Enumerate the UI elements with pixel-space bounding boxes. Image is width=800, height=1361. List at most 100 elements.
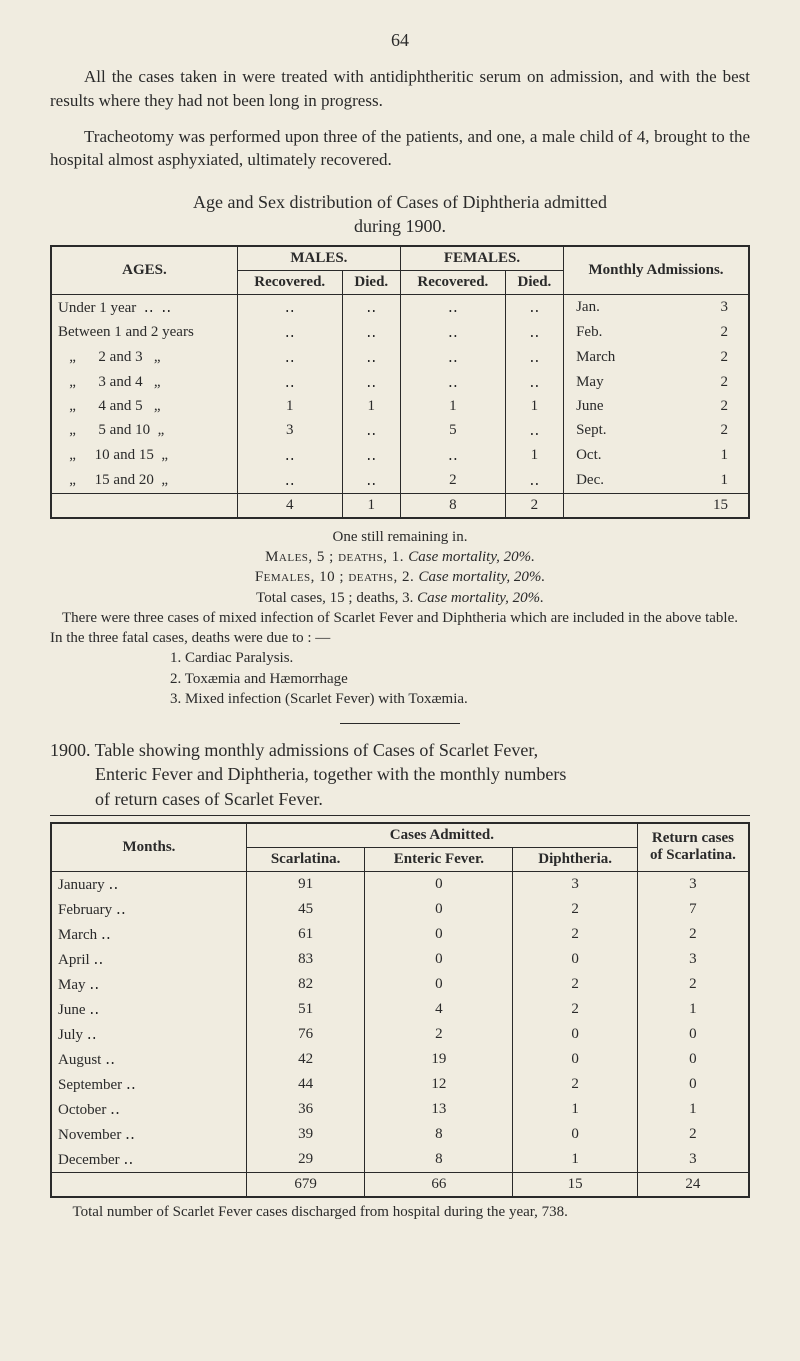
month-label: January ‥ [51,871,246,897]
table-row: June ‥51421 [51,997,749,1022]
cell: 42 [246,1047,364,1072]
hdr-monthly: Monthly Admissions. [564,246,749,295]
note-li2: 2. Toxæmia and Hæmorrhage [50,669,750,689]
table-row: April ‥83003 [51,947,749,972]
heading2-rule [50,815,750,816]
cell: 45 [246,897,364,922]
cell: ‥ [342,345,400,370]
cell: 19 [365,1047,513,1072]
tbl1-total-mr: 4 [237,493,342,518]
hdr-diphtheria: Diphtheria. [513,847,637,871]
cell: 0 [637,1072,749,1097]
footnote: Total number of Scarlet Fever cases disc… [50,1204,750,1221]
table-row: „ 2 and 3 „‥‥‥‥March2 [51,345,749,370]
month-label: June ‥ [51,997,246,1022]
note-li3: 3. Mixed infection (Scarlet Fever) with … [50,689,750,709]
table-row: Under 1 year ‥ ‥‥‥‥‥Jan.3 [51,294,749,320]
hdr-return: Return cases of Scarlatina. [637,823,749,872]
table-row: July ‥76200 [51,1022,749,1047]
note-li1: 1. Cardiac Paralysis. [50,648,750,668]
cell: 2 [513,1072,637,1097]
cell: ‥ [237,345,342,370]
row-label: Under 1 year ‥ ‥ [51,294,237,320]
table2-heading: 1900. Table showing monthly admissions o… [50,738,750,811]
cell: ‥ [400,443,505,468]
cell: ‥ [342,320,400,345]
cell: 2 [513,897,637,922]
cell: 1 [637,997,749,1022]
table-row: October ‥361311 [51,1097,749,1122]
note-line2a: Males, 5 ; deaths, 1. [265,549,408,565]
hdr-enteric: Enteric Fever. [365,847,513,871]
table1-heading: Age and Sex distribution of Cases of Dip… [50,190,750,239]
month-label: March ‥ [51,922,246,947]
cell: 5 [400,418,505,443]
cell: 0 [365,947,513,972]
tbl1-total-md: 1 [342,493,400,518]
cell: 8 [365,1147,513,1173]
cell: 1 [400,395,505,418]
cell: 39 [246,1122,364,1147]
cell: ‥ [400,345,505,370]
cell: ‥ [505,370,563,395]
cell: ‥ [342,418,400,443]
row-label: Between 1 and 2 years [51,320,237,345]
cell: 2 [637,922,749,947]
cell: 3 [513,871,637,897]
month-cell: Jan.3 [564,294,749,320]
cell: ‥ [400,294,505,320]
tbl2-total-r: 24 [637,1172,749,1197]
cell: ‥ [505,468,563,494]
table-row: „ 10 and 15 „‥‥‥1Oct.1 [51,443,749,468]
row-label: „ 4 and 5 „ [51,395,237,418]
cell: 0 [365,972,513,997]
tbl2-total-d: 15 [513,1172,637,1197]
cell: ‥ [342,294,400,320]
note-line3: Females, 10 ; deaths, 2. Case mortality,… [50,567,750,587]
cell: 83 [246,947,364,972]
row-label: „ 5 and 10 „ [51,418,237,443]
cell: 2 [637,972,749,997]
table1-heading-line1: Age and Sex distribution of Cases of Dip… [193,192,607,212]
note-line4b: Case mortality, 20%. [417,590,544,606]
cell: ‥ [237,468,342,494]
page: 64 All the cases taken in were treated w… [0,0,800,1261]
table-row: „ 5 and 10 „3‥5‥Sept.2 [51,418,749,443]
month-cell: Sept.2 [564,418,749,443]
table-row: „ 4 and 5 „1111June2 [51,395,749,418]
cell: ‥ [505,418,563,443]
month-cell: Feb.2 [564,320,749,345]
cell: 91 [246,871,364,897]
cell: 1 [513,1097,637,1122]
month-label: October ‥ [51,1097,246,1122]
row-label: „ 3 and 4 „ [51,370,237,395]
note-line3a: Females, 10 ; deaths, 2. [255,569,419,585]
hdr-m-died: Died. [342,270,400,294]
cell: 1 [637,1097,749,1122]
hdr-f-died: Died. [505,270,563,294]
cell: 82 [246,972,364,997]
cell: 3 [637,871,749,897]
month-label: September ‥ [51,1072,246,1097]
cell: 2 [513,997,637,1022]
row-label: „ 10 and 15 „ [51,443,237,468]
note-line4a: Total cases, 15 ; deaths, 3. [256,590,417,606]
tbl2-total-blank [51,1172,246,1197]
hdr-m-recov: Recovered. [237,270,342,294]
month-label: February ‥ [51,897,246,922]
cell: 7 [637,897,749,922]
cell: ‥ [400,370,505,395]
cell: 13 [365,1097,513,1122]
cell: 12 [365,1072,513,1097]
hdr-cases: Cases Admitted. [246,823,637,848]
cell: 0 [513,1022,637,1047]
paragraph-2: Tracheotomy was performed upon three of … [50,125,750,173]
cell: 0 [365,897,513,922]
cell: 0 [637,1022,749,1047]
cell: 1 [505,443,563,468]
cell: 44 [246,1072,364,1097]
tbl2-total-e: 66 [365,1172,513,1197]
month-label: April ‥ [51,947,246,972]
month-cell: Dec.1 [564,468,749,494]
cell: ‥ [400,320,505,345]
